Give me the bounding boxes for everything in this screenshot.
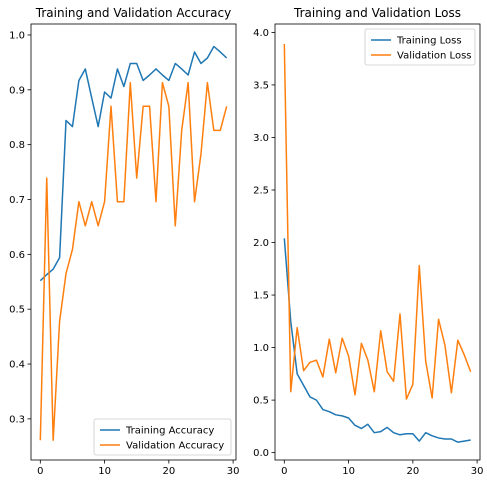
accuracy-series-group (39, 45, 228, 442)
accuracy-ytick-label-1: 0.4 (9, 360, 25, 371)
loss-ytick-label-0: 0.0 (253, 448, 269, 459)
loss-ytick-label-4: 2.0 (253, 238, 269, 249)
loss-ytick-label-1: 0.5 (253, 396, 269, 407)
loss-series-group (283, 43, 472, 443)
loss-xtick-label-1: 10 (342, 466, 355, 477)
loss-legend-label-2: Validation Loss (397, 51, 472, 62)
loss-ytick-label-7: 3.5 (253, 80, 269, 91)
accuracy-ytick-label-2: 0.5 (9, 305, 25, 316)
loss-legend: Training Loss Validation Loss (364, 28, 476, 66)
loss-ytick-label-5: 2.5 (253, 185, 269, 196)
loss-xtick-label-0: 0 (281, 466, 287, 477)
accuracy-xtick-label-0: 0 (37, 466, 43, 477)
loss-series-line-1 (283, 238, 471, 443)
accuracy-xtick-label-2: 20 (162, 466, 175, 477)
accuracy-xtick-label-3: 30 (227, 466, 240, 477)
accuracy-legend-label-2: Validation Accuracy (126, 441, 224, 452)
loss-chart-title: Training and Validation Loss (293, 6, 461, 20)
loss-ticks-group: 0 10 20 30 0.0 0.5 1.0 1.5 2.0 2.5 3.0 3.5 4.0 (253, 28, 483, 477)
accuracy-ytick-label-7: 1.0 (9, 30, 25, 41)
loss-subplot: 0 10 20 30 0.0 0.5 1.0 1.5 2.0 2.5 3.0 3.5 4.0 Train… (253, 6, 483, 477)
accuracy-ytick-label-6: 0.9 (9, 85, 25, 96)
loss-legend-label-1: Training Loss (396, 36, 462, 47)
accuracy-ytick-label-3: 0.6 (9, 250, 25, 261)
accuracy-legend: Training Accuracy Validation Accuracy (93, 418, 232, 456)
accuracy-subplot: 0 10 20 30 0.3 0.4 0.5 0.6 0.7 0.8 0.9 1.0 Training… (9, 6, 239, 477)
loss-ytick-label-2: 1.0 (253, 343, 269, 354)
accuracy-ytick-label-4: 0.7 (9, 195, 25, 206)
loss-legend-box (364, 28, 476, 66)
accuracy-chart-title: Training and Validation Accuracy (35, 6, 231, 20)
accuracy-ticks-group: 0 10 20 30 0.3 0.4 0.5 0.6 0.7 0.8 0.9 1.0 (9, 30, 239, 477)
accuracy-legend-box (93, 418, 232, 456)
loss-ytick-label-6: 3.0 (253, 133, 269, 144)
loss-series-line-2 (283, 43, 472, 400)
accuracy-xtick-label-1: 10 (98, 466, 111, 477)
accuracy-ytick-label-0: 0.3 (9, 414, 25, 425)
loss-ytick-label-3: 1.5 (253, 291, 269, 302)
accuracy-legend-label-1: Training Accuracy (125, 426, 214, 437)
accuracy-plot-frame (30, 23, 237, 461)
loss-ytick-label-8: 4.0 (253, 28, 269, 39)
loss-xtick-label-3: 30 (471, 466, 484, 477)
loss-plot-frame (274, 23, 481, 461)
accuracy-series-line-2 (39, 81, 228, 442)
accuracy-series-line-1 (39, 45, 228, 282)
accuracy-ytick-label-5: 0.8 (9, 140, 25, 151)
loss-xtick-label-2: 20 (406, 466, 419, 477)
